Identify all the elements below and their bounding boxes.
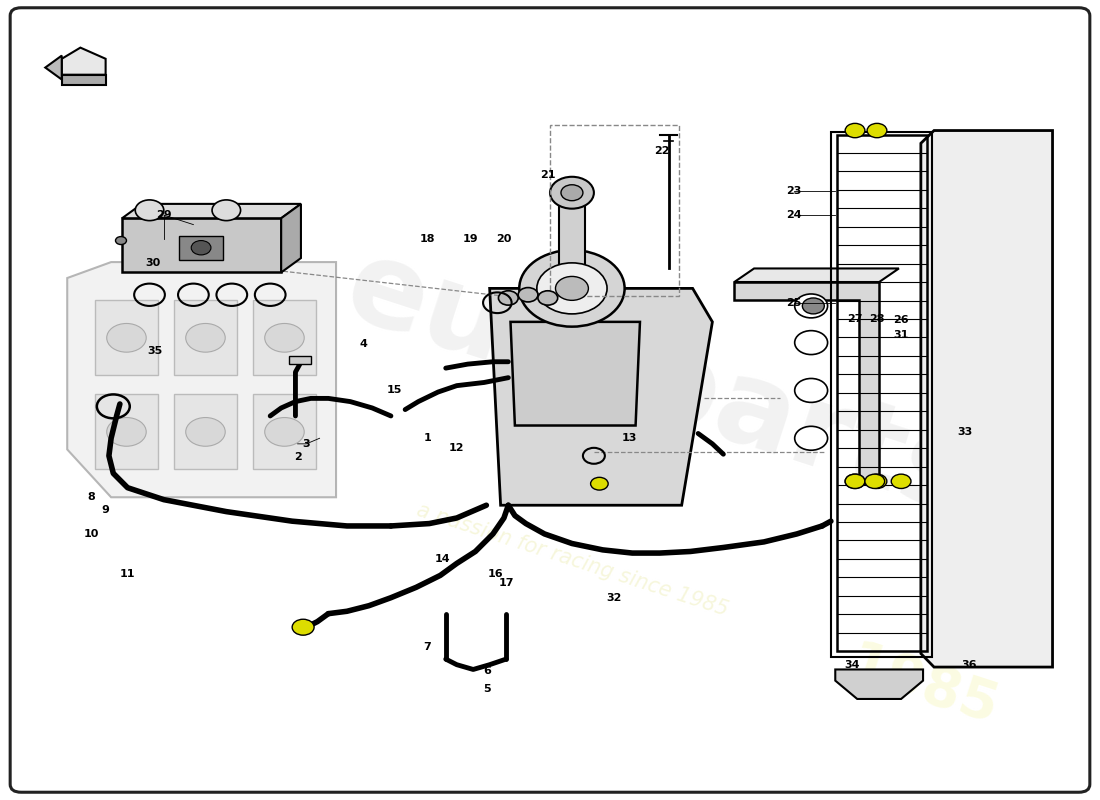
Circle shape xyxy=(107,418,146,446)
Bar xyxy=(122,218,282,273)
Text: 14: 14 xyxy=(434,554,450,565)
Text: 9: 9 xyxy=(101,505,110,515)
Polygon shape xyxy=(735,282,879,484)
Circle shape xyxy=(537,263,607,314)
Polygon shape xyxy=(735,269,899,282)
Text: 35: 35 xyxy=(147,346,163,355)
Text: 30: 30 xyxy=(145,258,161,268)
Polygon shape xyxy=(45,56,62,79)
Text: 21: 21 xyxy=(540,170,556,180)
Circle shape xyxy=(794,330,827,354)
Text: a passion for racing since 1985: a passion for racing since 1985 xyxy=(414,499,730,619)
Circle shape xyxy=(498,290,518,305)
Circle shape xyxy=(135,200,164,221)
Text: 15: 15 xyxy=(386,386,402,395)
Circle shape xyxy=(191,241,211,255)
Circle shape xyxy=(518,287,538,302)
Bar xyxy=(289,356,311,364)
Text: 26: 26 xyxy=(893,315,909,326)
Circle shape xyxy=(865,474,884,489)
Text: 24: 24 xyxy=(785,210,802,220)
Circle shape xyxy=(591,478,608,490)
Circle shape xyxy=(556,277,588,300)
Polygon shape xyxy=(490,288,713,506)
Text: 4: 4 xyxy=(360,339,367,349)
Circle shape xyxy=(891,474,911,489)
Circle shape xyxy=(212,200,241,221)
Text: 20: 20 xyxy=(496,234,512,244)
Circle shape xyxy=(794,378,827,402)
Bar xyxy=(95,394,158,470)
Circle shape xyxy=(845,474,865,489)
Text: 22: 22 xyxy=(654,146,670,156)
Polygon shape xyxy=(62,74,106,85)
Text: 36: 36 xyxy=(961,660,977,670)
Bar xyxy=(179,236,223,260)
Text: 10: 10 xyxy=(84,529,99,539)
Circle shape xyxy=(293,619,315,635)
Circle shape xyxy=(867,474,887,489)
Circle shape xyxy=(186,323,225,352)
Circle shape xyxy=(265,323,305,352)
Polygon shape xyxy=(282,204,301,273)
Polygon shape xyxy=(62,48,106,74)
Text: 32: 32 xyxy=(606,593,621,602)
Circle shape xyxy=(794,426,827,450)
Text: 8: 8 xyxy=(88,492,96,502)
Bar xyxy=(253,394,317,470)
Text: 18: 18 xyxy=(419,234,435,244)
Text: 1: 1 xyxy=(424,434,431,443)
Text: 2: 2 xyxy=(294,452,301,462)
Text: 1985: 1985 xyxy=(842,638,1005,737)
Text: 11: 11 xyxy=(120,569,135,578)
Bar xyxy=(253,299,317,375)
Text: 28: 28 xyxy=(869,314,884,324)
Polygon shape xyxy=(921,130,1053,667)
Circle shape xyxy=(550,177,594,209)
Polygon shape xyxy=(67,262,336,498)
Text: 12: 12 xyxy=(449,443,464,453)
Text: 6: 6 xyxy=(484,666,492,676)
Text: 31: 31 xyxy=(893,330,909,340)
Text: 7: 7 xyxy=(424,642,431,652)
Circle shape xyxy=(265,418,305,446)
Text: 16: 16 xyxy=(487,569,503,578)
Text: europarts: europarts xyxy=(332,229,988,539)
Text: 17: 17 xyxy=(498,578,514,588)
Circle shape xyxy=(561,185,583,201)
Circle shape xyxy=(538,290,558,305)
Text: 13: 13 xyxy=(621,434,637,443)
Polygon shape xyxy=(835,670,923,699)
Bar xyxy=(174,299,238,375)
Text: 23: 23 xyxy=(785,186,801,196)
Bar xyxy=(550,125,680,296)
Text: 25: 25 xyxy=(785,298,801,308)
Bar xyxy=(837,134,927,651)
Polygon shape xyxy=(510,322,640,426)
Circle shape xyxy=(794,294,827,318)
Bar xyxy=(95,299,158,375)
Text: 5: 5 xyxy=(484,683,492,694)
Bar xyxy=(559,201,585,288)
Bar xyxy=(830,132,932,657)
Text: 19: 19 xyxy=(463,234,478,244)
Circle shape xyxy=(802,298,824,314)
Text: 27: 27 xyxy=(847,314,862,324)
Text: 33: 33 xyxy=(957,427,972,437)
Circle shape xyxy=(519,250,625,326)
Text: 34: 34 xyxy=(844,660,859,670)
Circle shape xyxy=(107,323,146,352)
Circle shape xyxy=(845,474,865,489)
Text: 3: 3 xyxy=(302,439,310,449)
Text: 29: 29 xyxy=(156,210,172,220)
Circle shape xyxy=(867,123,887,138)
Circle shape xyxy=(116,237,127,245)
Bar xyxy=(174,394,238,470)
Circle shape xyxy=(186,418,225,446)
Circle shape xyxy=(845,123,865,138)
Polygon shape xyxy=(122,204,301,218)
